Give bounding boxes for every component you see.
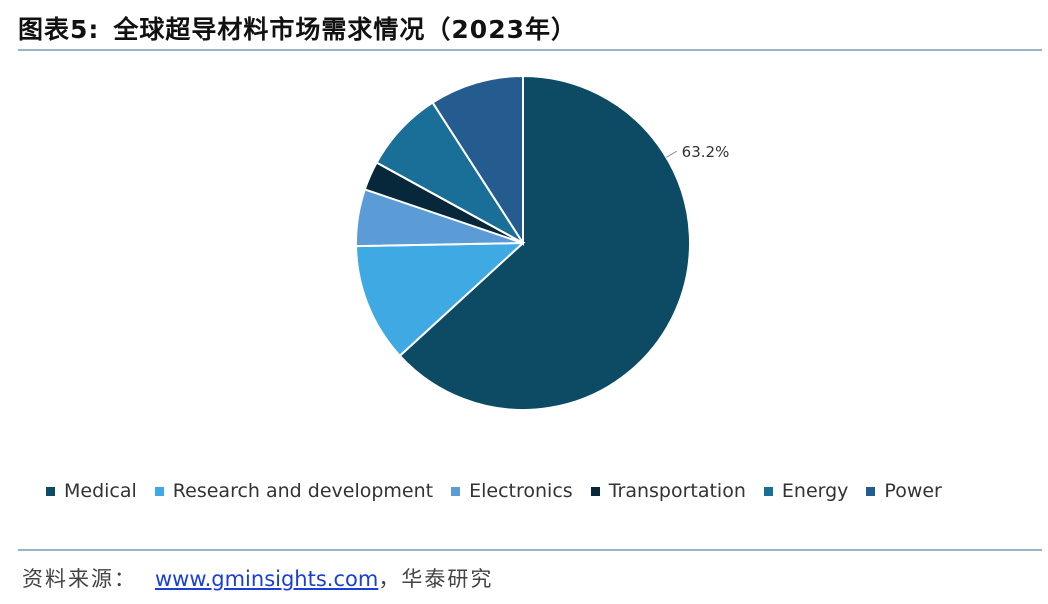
legend-swatch-power xyxy=(866,486,876,496)
legend-swatch-transportation xyxy=(590,486,600,496)
source-prefix: 资料来源： xyxy=(22,567,137,591)
bottom-rule xyxy=(18,549,1042,551)
legend-item-research-and-development: Research and development xyxy=(154,480,434,502)
source-link[interactable]: www.gminsights.com xyxy=(155,567,379,591)
legend-item-power: Power xyxy=(866,480,942,502)
top-rule xyxy=(18,49,1042,51)
legend-swatch-research-and-development xyxy=(154,486,164,496)
legend-item-electronics: Electronics xyxy=(451,480,573,502)
legend-label-research-and-development: Research and development xyxy=(172,480,434,502)
data-label-medical: 63.2% xyxy=(682,143,730,161)
legend-item-medical: Medical xyxy=(46,480,137,502)
legend-label-transportation: Transportation xyxy=(608,480,746,502)
chart-legend: Medical Research and development Electroni… xyxy=(46,480,960,502)
legend-swatch-electronics xyxy=(451,486,461,496)
legend-swatch-medical xyxy=(46,486,55,496)
data-label-leader xyxy=(666,150,677,158)
figure-title: 图表5: 全球超导材料市场需求情况（2023年） xyxy=(18,10,577,46)
legend-label-energy: Energy xyxy=(781,480,849,502)
legend-label-electronics: Electronics xyxy=(469,480,573,502)
figure-label: 图表5: xyxy=(18,15,100,44)
legend-item-energy: Energy xyxy=(763,480,849,502)
figure-title-text: 全球超导材料市场需求情况（2023年） xyxy=(113,15,577,44)
source-suffix: ，华泰研究 xyxy=(378,567,494,591)
source-note: 资料来源： www.gminsights.com，华泰研究 xyxy=(22,563,493,593)
legend-label-power: Power xyxy=(884,480,942,502)
legend-swatch-energy xyxy=(763,486,773,496)
pie-slice-research-and-development xyxy=(355,241,526,358)
pie-slice-medical xyxy=(398,74,691,411)
pie-chart: 63.2% xyxy=(355,74,730,411)
legend-label-medical: Medical xyxy=(64,480,137,502)
legend-item-transportation: Transportation xyxy=(590,480,746,502)
pie-slice-power xyxy=(431,74,524,247)
